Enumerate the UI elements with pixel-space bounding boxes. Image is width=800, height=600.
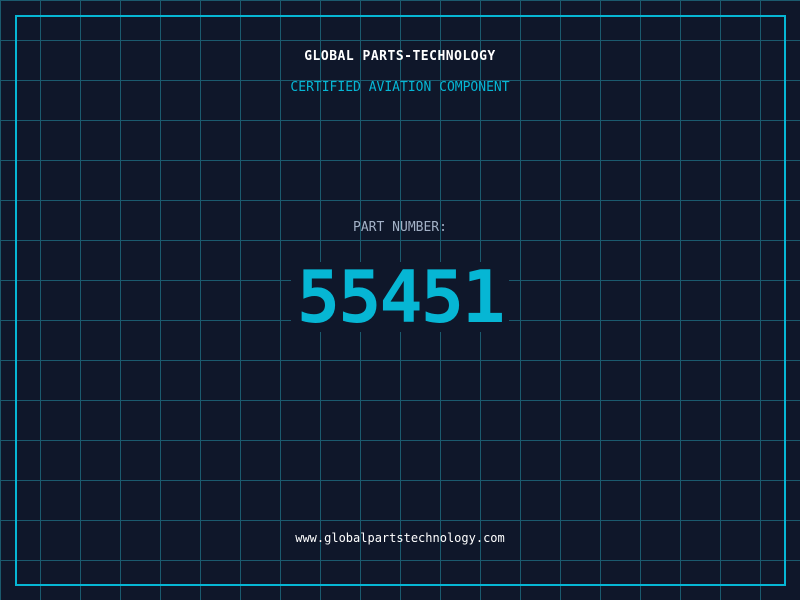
part-number-container: 55451 xyxy=(0,261,800,333)
part-number-label: PART NUMBER: xyxy=(353,220,447,235)
brand-title: GLOBAL PARTS-TECHNOLOGY xyxy=(304,49,496,64)
border-frame xyxy=(15,15,786,586)
website-url: www.globalpartstechnology.com xyxy=(295,531,505,545)
subtitle: CERTIFIED AVIATION COMPONENT xyxy=(290,80,510,95)
part-number-value: 55451 xyxy=(290,261,510,333)
